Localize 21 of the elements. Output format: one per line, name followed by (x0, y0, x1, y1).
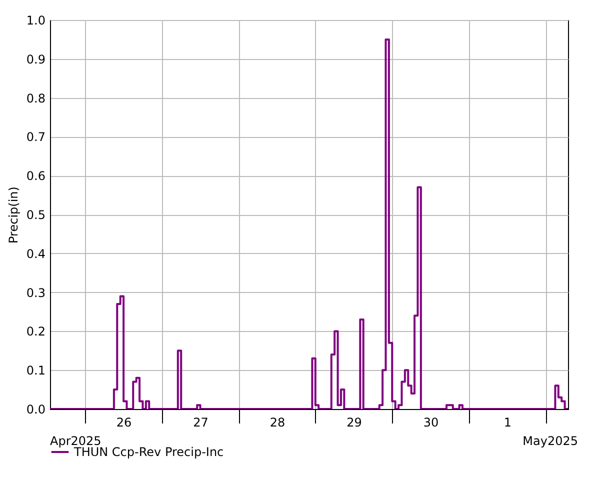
x-tick-label: 29 (346, 416, 362, 430)
legend-label: THUN Ccp-Rev Precip-Inc (73, 445, 224, 459)
text: Apr2025 (50, 434, 102, 448)
y-tick-label: 0.6 (26, 169, 46, 184)
x-tick-label: 26 (116, 416, 132, 430)
x-tick-label: 1 (504, 416, 512, 430)
y-tick-label: 0.4 (26, 246, 46, 261)
y-tick-label: 0.3 (26, 286, 46, 300)
x-tick-label: 27 (193, 416, 208, 430)
y-axis-title: Precip(in) (6, 186, 20, 244)
y-tick-label: 0.7 (26, 130, 46, 144)
x-tick-label: 30 (423, 416, 439, 430)
x-tick-label: 28 (270, 416, 286, 430)
y-tick-label: 1.0 (26, 14, 46, 28)
y-tick-label: 0.5 (26, 208, 46, 222)
y-tick-label: 0.9 (26, 52, 46, 66)
y-tick-label: 0.0 (26, 402, 46, 416)
y-tick-label: 0.1 (26, 364, 46, 378)
text: May2025 (522, 434, 578, 448)
y-tick-label: 0.2 (26, 324, 46, 339)
y-tick-label: 0.8 (26, 91, 46, 106)
